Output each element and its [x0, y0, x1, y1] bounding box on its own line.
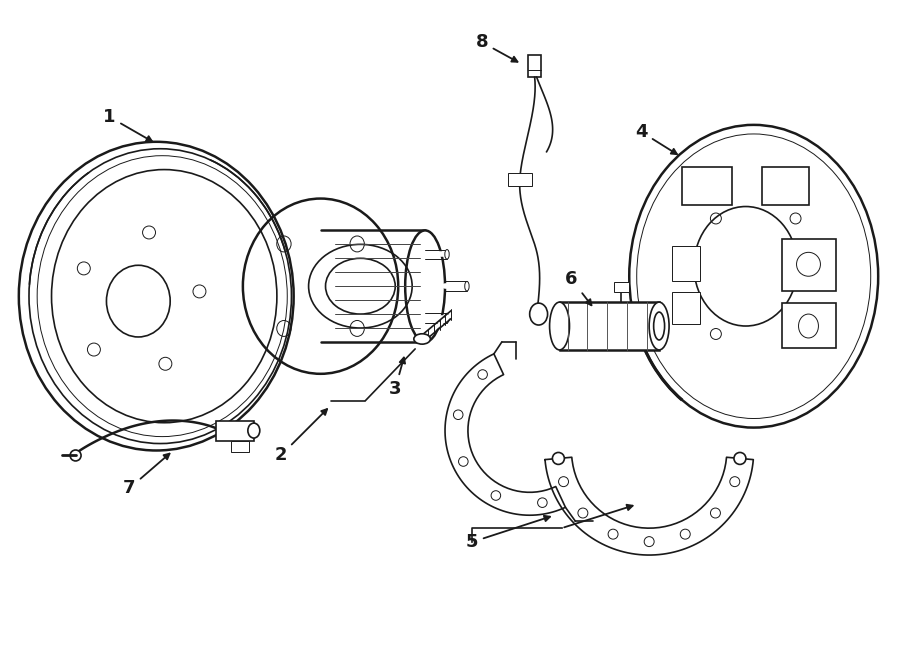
Bar [682, 167, 732, 204]
Bar [761, 167, 809, 204]
Bar [560, 302, 659, 350]
Ellipse shape [550, 302, 570, 350]
Polygon shape [445, 354, 565, 515]
Ellipse shape [464, 282, 469, 291]
Text: 6: 6 [565, 270, 591, 305]
Bar [615, 282, 629, 292]
Bar [508, 173, 532, 186]
Bar [781, 303, 836, 348]
Ellipse shape [414, 334, 430, 344]
Circle shape [734, 453, 746, 465]
Text: 8: 8 [475, 33, 518, 62]
Bar [672, 292, 700, 324]
Ellipse shape [405, 231, 445, 342]
Circle shape [553, 453, 564, 465]
Circle shape [70, 450, 81, 461]
Ellipse shape [653, 312, 664, 340]
Text: 7: 7 [123, 453, 169, 497]
Ellipse shape [445, 313, 449, 323]
Ellipse shape [445, 250, 449, 259]
Bar [216, 420, 254, 440]
Bar [672, 247, 700, 281]
Ellipse shape [248, 423, 260, 438]
Text: 1: 1 [104, 108, 152, 141]
Polygon shape [545, 457, 753, 555]
Text: 2: 2 [274, 409, 327, 465]
Ellipse shape [649, 302, 669, 350]
Bar [528, 55, 541, 77]
Bar [781, 239, 836, 291]
Ellipse shape [530, 303, 547, 325]
Text: 4: 4 [634, 123, 677, 154]
Text: 3: 3 [389, 358, 405, 398]
Bar [231, 440, 248, 453]
Text: 5: 5 [465, 516, 550, 551]
